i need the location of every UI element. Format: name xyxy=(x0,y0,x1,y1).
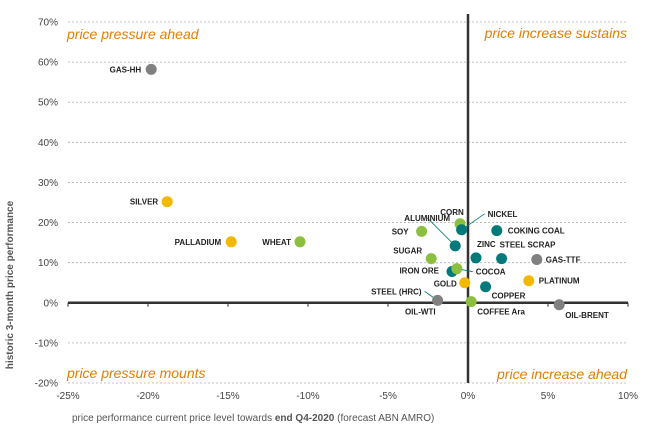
x-axis-label-part2: (forecast ABN AMRO) xyxy=(334,413,435,424)
x-axis-label-bold: end Q4-2020 xyxy=(274,413,335,424)
point-platinum xyxy=(523,275,535,287)
label-platinum: PLATINUM xyxy=(539,277,580,286)
label-oil-brent: OIL-BRENT xyxy=(565,311,609,320)
data-points xyxy=(145,63,565,311)
y-tick-label: -20% xyxy=(35,379,58,390)
y-tick-label: 20% xyxy=(38,218,58,229)
label-gold: GOLD xyxy=(434,280,457,289)
label-corn: CORN xyxy=(440,208,464,217)
y-tick-label: 30% xyxy=(38,178,58,189)
label-sugar: SUGAR xyxy=(393,247,422,256)
x-tick-label: -10% xyxy=(296,391,319,402)
x-tick-label: -25% xyxy=(56,391,79,402)
y-tick-label: 0% xyxy=(44,298,59,309)
x-axis-label: price performance current price level to… xyxy=(72,413,434,424)
label-zinc: ZINC xyxy=(477,240,496,249)
point-sugar xyxy=(425,253,437,265)
label-coffee-ara: COFFEE Ara xyxy=(477,308,525,317)
point-copper xyxy=(480,281,492,293)
point-gas-hh xyxy=(145,63,157,75)
y-tick-label: 10% xyxy=(38,258,58,269)
label-steel-hrc: STEEL (HRC) xyxy=(371,287,422,296)
label-oil-wti: OIL-WTI xyxy=(405,307,436,316)
label-iron-ore: IRON ORE xyxy=(399,266,439,275)
label-palladium: PALLADIUM xyxy=(175,238,222,247)
point-wheat xyxy=(294,236,306,248)
label-nickel: NICKEL xyxy=(488,210,518,219)
x-tick-label: 5% xyxy=(541,391,556,402)
label-gas-ttf: GAS-TTF xyxy=(546,255,581,264)
label-coking-coal: COKING COAL xyxy=(508,227,565,236)
point-nickel xyxy=(456,224,468,236)
quadrant-label-top-right: price increase sustains xyxy=(484,25,627,41)
label-aluminium: ALUMINIUM xyxy=(404,214,450,223)
x-tick-label: 0% xyxy=(461,391,476,402)
point-coffee-ara xyxy=(465,296,477,308)
x-tick-label: -5% xyxy=(379,391,397,402)
point-labels: GAS-HH SILVER PALLADIUM WHEAT SOY CORNALUMINI… xyxy=(110,65,609,319)
x-tick-label: -15% xyxy=(216,391,239,402)
quadrant-label-top-left: price pressure ahead xyxy=(66,26,200,42)
gridlines xyxy=(68,21,628,384)
y-tick-label: 40% xyxy=(38,138,58,149)
label-copper: COPPER xyxy=(492,292,526,301)
quadrant-labels: price pressure ahead price increase sust… xyxy=(66,25,628,382)
point-gold xyxy=(459,277,471,289)
y-tick-label: 50% xyxy=(38,98,58,109)
point-coking-coal xyxy=(491,225,503,237)
x-tick-label: -20% xyxy=(136,391,159,402)
point-gas-ttf xyxy=(531,253,543,265)
point-steel-hrc xyxy=(432,294,444,306)
label-cocoa: COCOA xyxy=(476,268,506,277)
point-steel-scrap xyxy=(496,253,508,265)
x-axis-label-part1: price performance current price level to… xyxy=(72,413,275,424)
tick-labels: -20%-10%0%10%20%30%40%50%60%70%-25% -20% -… xyxy=(35,18,638,403)
point-palladium xyxy=(225,236,237,248)
label-gas-hh: GAS-HH xyxy=(110,65,142,74)
point-zinc xyxy=(470,252,482,264)
y-tick-label: 60% xyxy=(38,58,58,69)
x-tick-label: 10% xyxy=(618,391,638,402)
leader-line-aluminium xyxy=(426,217,456,247)
y-tick-label: -10% xyxy=(35,338,58,349)
y-tick-label: 70% xyxy=(38,18,58,29)
label-soy: SOY xyxy=(392,227,410,236)
point-oil-brent xyxy=(553,299,565,311)
label-silver: SILVER xyxy=(130,198,159,207)
point-soy xyxy=(416,225,428,237)
y-axis-label: historic 3-month price performance xyxy=(5,200,16,369)
label-wheat: WHEAT xyxy=(262,238,291,247)
label-steel-scrap: STEEL SCRAP xyxy=(500,241,557,250)
point-aluminium xyxy=(449,240,461,252)
point-silver xyxy=(161,196,173,208)
point-cocoa xyxy=(451,263,463,275)
quadrant-label-bottom-right: price increase ahead xyxy=(496,366,628,382)
quadrant-label-bottom-left: price pressure mounts xyxy=(66,365,206,381)
